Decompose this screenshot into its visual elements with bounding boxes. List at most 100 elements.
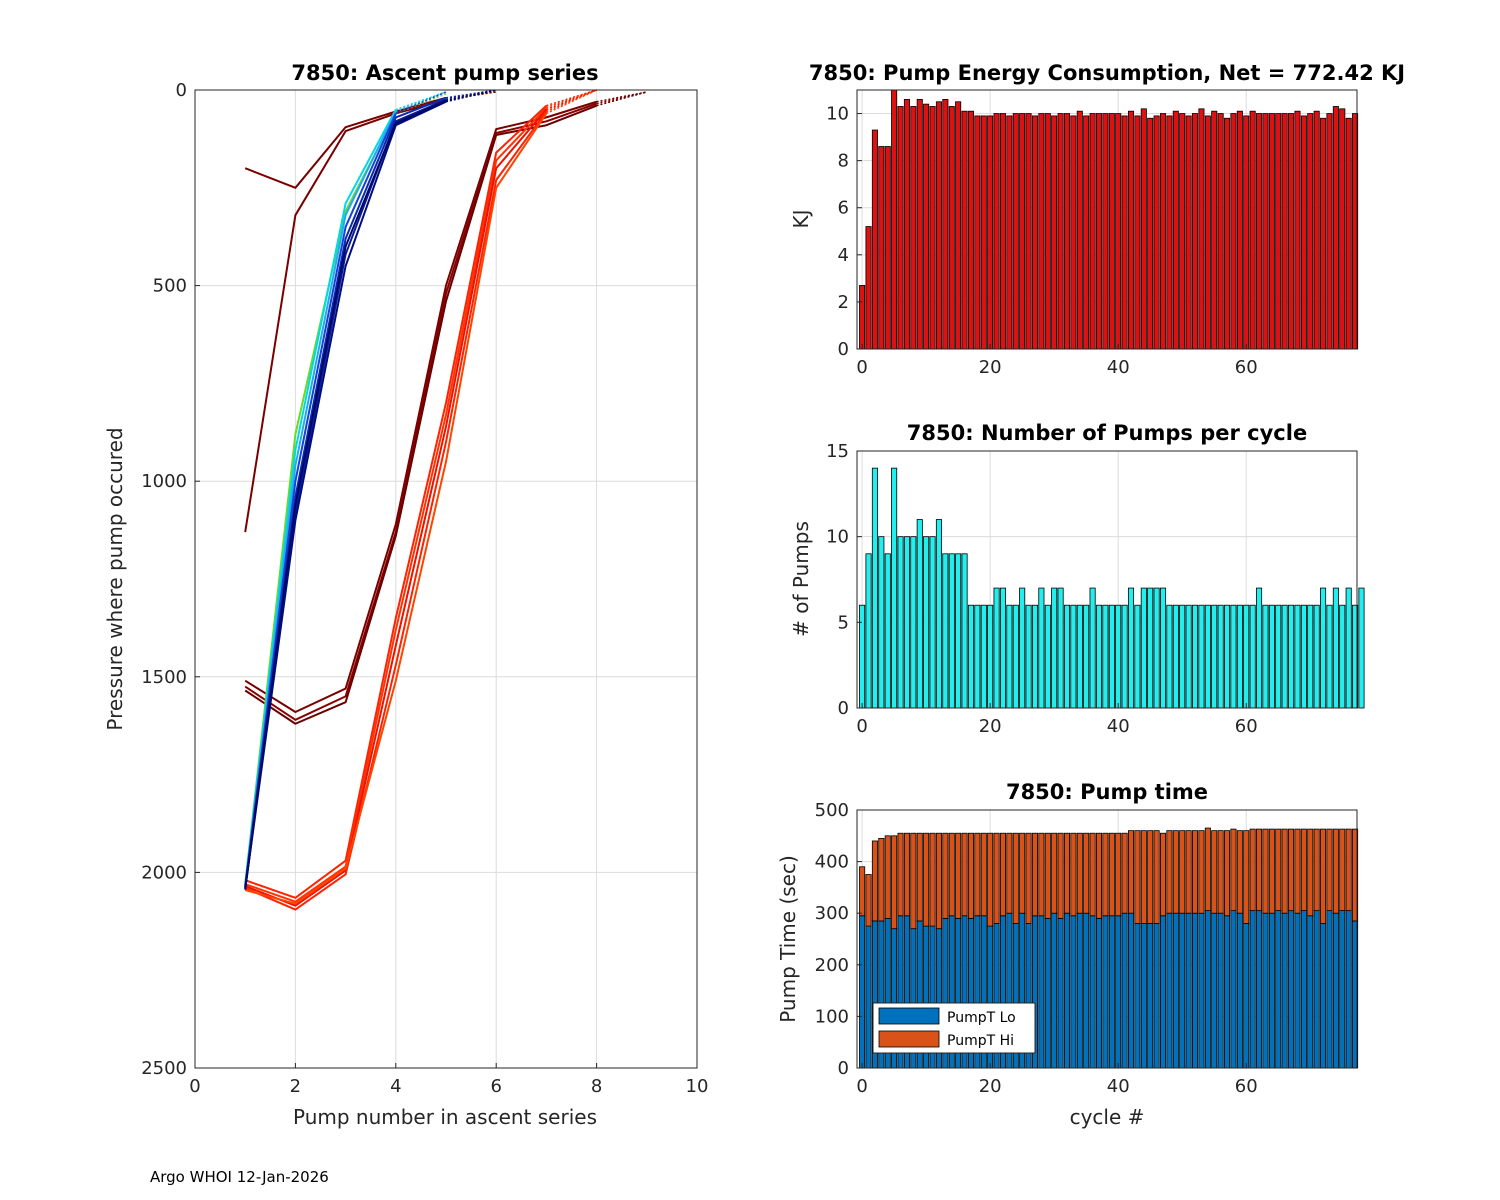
- ascent-xtick-label: 8: [591, 1076, 602, 1097]
- pumps-bar: [1140, 587, 1147, 709]
- energy-ylabel: KJ: [789, 209, 813, 228]
- ascent-ytick-label: 0: [176, 80, 187, 101]
- pumptime-hi-bar: [859, 866, 866, 917]
- pumps-panel: 7850: Number of Pumps per cycle # of Pum…: [789, 421, 1365, 737]
- energy-ytick-label: 8: [838, 151, 849, 172]
- energy-bar: [1166, 115, 1173, 350]
- pumps-bar: [1121, 604, 1128, 709]
- pumptime-hi-bar: [1012, 832, 1019, 924]
- pumptime-lo-bar: [1288, 910, 1295, 1069]
- energy-bar: [1063, 113, 1071, 350]
- pumptime-hi-bar: [1211, 830, 1218, 914]
- pumps-bar: [967, 604, 974, 709]
- ascent-series-line: [244, 110, 548, 911]
- pumptime-lo-bar: [1281, 912, 1288, 1069]
- pumps-bar: [935, 519, 942, 709]
- pumps-bar: [1006, 604, 1013, 709]
- pumptime-xlabel: cycle #: [1070, 1105, 1145, 1129]
- energy-bar: [1025, 113, 1032, 350]
- ascent-series-line: [244, 98, 447, 533]
- pumps-bar: [1300, 604, 1307, 709]
- energy-bar: [1198, 108, 1205, 350]
- pumptime-hi-bar: [1083, 832, 1090, 914]
- ascent-series-line: [244, 113, 397, 887]
- pumptime-hi-bar: [865, 874, 872, 927]
- ascent-xtick-label: 10: [686, 1076, 709, 1097]
- ascent-series-line: [244, 104, 597, 725]
- energy-bar: [878, 146, 885, 350]
- energy-bar: [1332, 106, 1339, 350]
- pumps-bar: [1243, 604, 1250, 709]
- legend-swatch: [878, 1030, 940, 1048]
- ascent-series-tail: [445, 89, 497, 99]
- pumptime-hi-bar: [1172, 830, 1179, 914]
- pumptime-lo-bar: [1102, 915, 1109, 1069]
- legend-label: PumpT Hi: [947, 1033, 1014, 1049]
- pumptime-hi-bar: [1044, 832, 1051, 919]
- pumptime-hi-bar: [1121, 832, 1128, 914]
- pumptime-hi-bar: [1025, 832, 1032, 924]
- pumptime-lo-bar: [1166, 912, 1173, 1069]
- pumps-bar: [993, 587, 1000, 709]
- pumptime-lo-bar: [1185, 912, 1192, 1069]
- ascent-title: 7850: Ascent pump series: [291, 61, 598, 85]
- pumps-bar: [1172, 604, 1179, 709]
- pumps-bar: [942, 553, 949, 709]
- pumps-bar: [999, 587, 1006, 709]
- pumptime-lo-bar: [1307, 915, 1314, 1069]
- pumptime-hi-bar: [1127, 830, 1135, 914]
- pumptime-lo-bar: [1204, 910, 1211, 1069]
- pumps-bar: [865, 553, 872, 709]
- ascent-series-tail: [596, 91, 647, 105]
- pumptime-hi-bar: [1051, 832, 1058, 914]
- energy-bar: [999, 113, 1006, 350]
- energy-xtick-label: 60: [1235, 357, 1258, 378]
- pumptime-hi-bar: [1134, 830, 1141, 924]
- pumps-ytick-label: 15: [826, 441, 849, 462]
- legend-label: PumpT Lo: [947, 1010, 1016, 1026]
- energy-bar: [871, 129, 878, 350]
- energy-bar: [1294, 110, 1301, 350]
- pumptime-hi-bar: [1031, 832, 1039, 917]
- pumptime-ytick-label: 200: [815, 955, 849, 976]
- pumps-bar: [1236, 604, 1243, 709]
- pumptime-hi-bar: [1300, 828, 1307, 912]
- pumptime-hi-bar: [1057, 832, 1064, 919]
- ascent-ytick-label: 2500: [141, 1058, 187, 1079]
- pumptime-hi-bar: [993, 832, 1000, 924]
- pumps-bar: [1057, 587, 1064, 709]
- pumptime-hi-bar: [1294, 828, 1301, 914]
- pumps-bar: [1249, 604, 1256, 709]
- pumptime-hi-bar: [1159, 832, 1167, 917]
- ascent-ytick-label: 2000: [141, 862, 187, 883]
- pumptime-hi-bar: [1249, 828, 1256, 912]
- ascent-xtick-label: 2: [290, 1076, 301, 1097]
- footer-text: Argo WHOI 12-Jan-2026: [150, 1168, 329, 1186]
- energy-bar: [1019, 113, 1026, 350]
- ascent-series-line: [244, 96, 447, 189]
- energy-bar: [1038, 113, 1045, 350]
- pumptime-xtick-label: 40: [1107, 1076, 1130, 1097]
- energy-bar: [916, 99, 923, 350]
- ascent-series-tail: [596, 91, 647, 103]
- pumps-bar: [1275, 604, 1282, 709]
- pumps-bar: [1019, 587, 1026, 709]
- pumps-bar: [1179, 604, 1186, 709]
- pumptime-lo-bar: [1339, 910, 1346, 1069]
- ascent-ytick-label: 1000: [141, 471, 187, 492]
- pumptime-hi-bar: [1089, 832, 1096, 917]
- pumptime-hi-bar: [1063, 832, 1071, 914]
- pumptime-lo-bar: [1121, 912, 1128, 1069]
- pumps-bar: [1294, 604, 1301, 709]
- pumptime-lo-bar: [1115, 915, 1122, 1069]
- pumps-bar: [948, 553, 955, 709]
- pumps-bar: [1211, 604, 1218, 709]
- pumptime-xtick-label: 0: [856, 1076, 867, 1097]
- ascent-series-line: [244, 104, 548, 899]
- energy-bar: [929, 106, 936, 350]
- pumptime-lo-bar: [1326, 910, 1333, 1069]
- pumps-bar: [884, 553, 891, 709]
- pumptime-hi-bar: [1339, 828, 1346, 912]
- energy-bar: [1153, 115, 1160, 350]
- pumptime-lo-bar: [865, 925, 872, 1069]
